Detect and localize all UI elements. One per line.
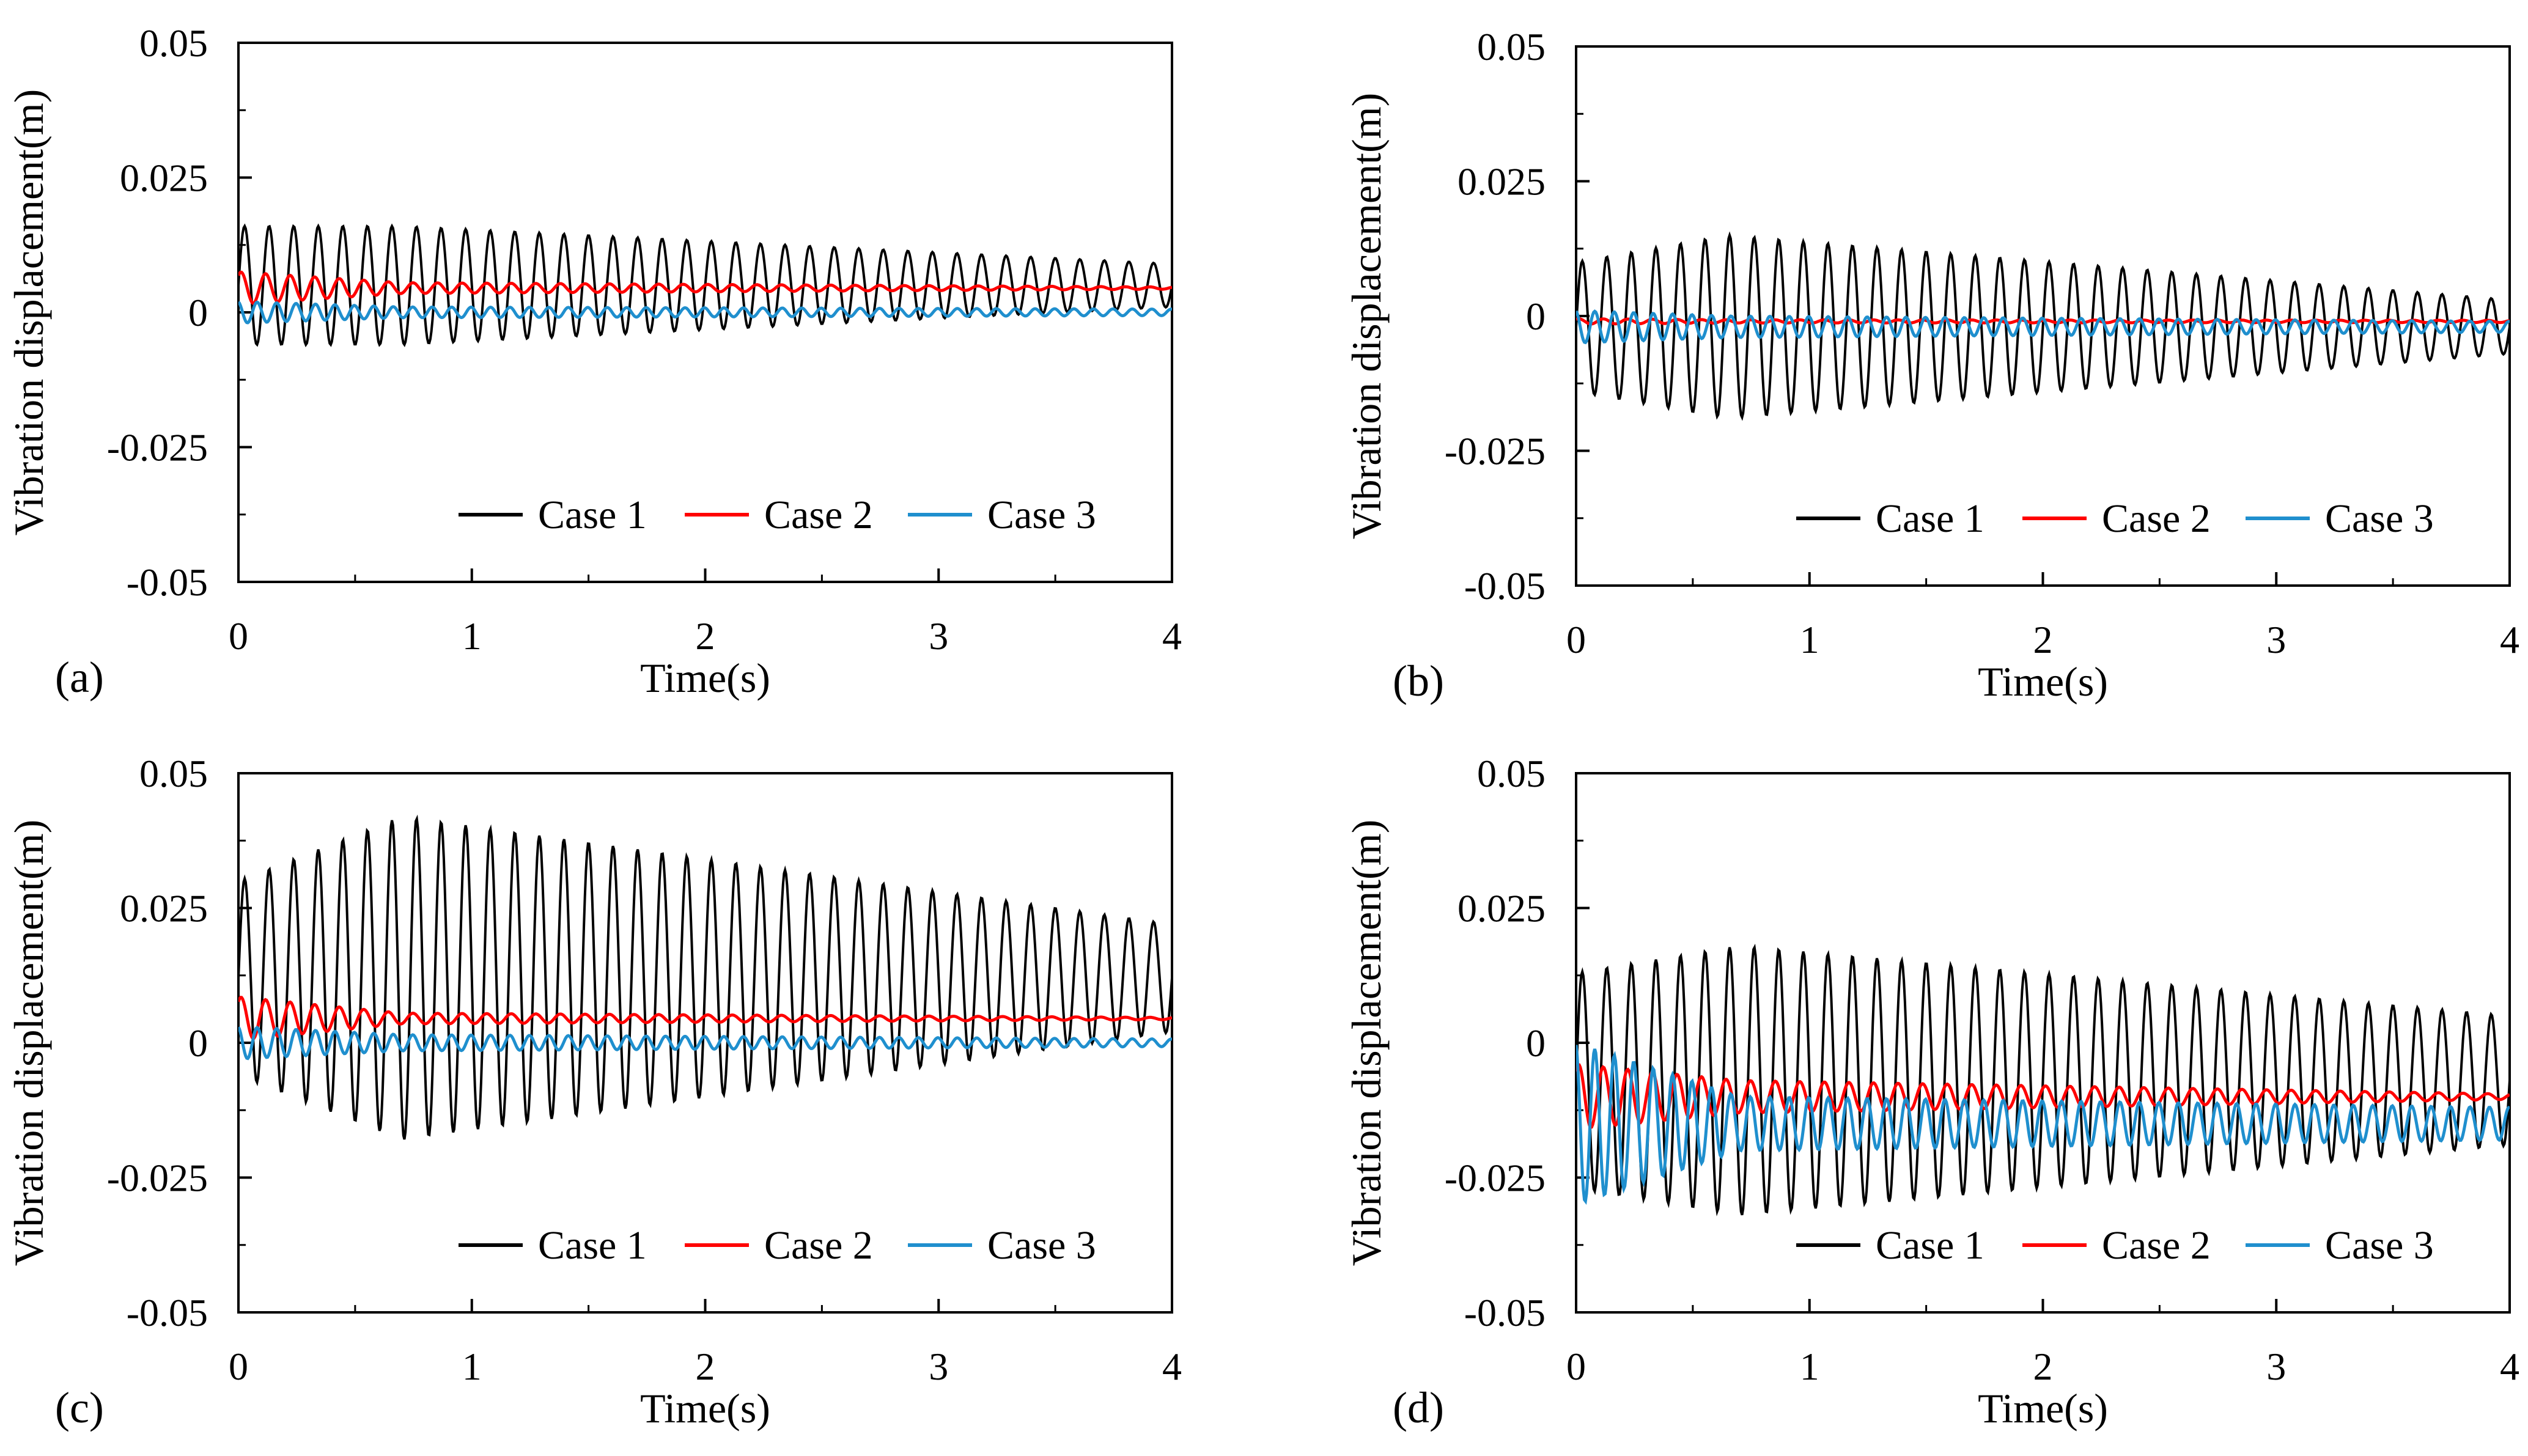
y-tick-label: -0.05 <box>1464 564 1546 608</box>
x-tick-label: 0 <box>1566 618 1586 661</box>
y-tick-label: 0 <box>188 1021 208 1065</box>
x-tick-label: 0 <box>229 614 248 658</box>
x-tick-label: 4 <box>1162 1345 1182 1388</box>
x-tick-label: 1 <box>1800 618 1819 661</box>
legend-label: Case 2 <box>2102 1223 2211 1268</box>
legend-label: Case 3 <box>987 493 1096 537</box>
y-axis-title: Vibration displacement(m) <box>6 820 52 1266</box>
x-tick-label: 1 <box>462 1345 482 1388</box>
y-tick-label: 0.025 <box>120 887 208 930</box>
y-tick-label: 0.05 <box>1477 752 1546 795</box>
series-line-case-3 <box>1576 1045 2510 1205</box>
x-tick-label: 1 <box>1800 1345 1819 1388</box>
y-tick-label: 0 <box>1526 295 1546 338</box>
y-tick-label: 0.025 <box>1457 887 1546 930</box>
panel-label: (a) <box>55 653 104 702</box>
x-tick-label: 4 <box>1162 614 1182 658</box>
x-tick-label: 1 <box>462 614 482 658</box>
x-tick-label: 2 <box>2033 1345 2053 1388</box>
y-tick-label: -0.025 <box>107 1156 208 1200</box>
y-tick-label: -0.025 <box>1445 430 1546 473</box>
y-tick-label: 0 <box>188 291 208 334</box>
x-tick-label: 3 <box>929 1345 948 1388</box>
x-tick-label: 2 <box>2033 618 2053 661</box>
y-tick-label: 0.025 <box>1457 160 1546 204</box>
x-axis-title: Time(s) <box>1978 1385 2108 1432</box>
series-line-case-3 <box>238 1025 1172 1061</box>
x-tick-label: 2 <box>696 1345 715 1388</box>
chart-panel-4: 0.05 0.025 0 -0.025 -0.05 0 1 2 3 4 Time(s) Vibrati… <box>1343 752 2519 1432</box>
legend-label: Case 1 <box>1876 496 1984 541</box>
x-tick-label: 3 <box>2266 1345 2286 1388</box>
y-tick-label: -0.05 <box>1464 1291 1546 1334</box>
chart-panel-3: 0.05 0.025 0 -0.025 -0.05 0 1 2 3 4 Time(s) Vibrati… <box>6 752 1182 1432</box>
x-axis-title: Time(s) <box>640 1385 770 1432</box>
panel-label: (b) <box>1393 656 1444 705</box>
legend-label: Case 2 <box>2102 496 2211 541</box>
panel-label: (c) <box>55 1383 104 1432</box>
legend-label: Case 1 <box>538 493 647 537</box>
x-axis-title: Time(s) <box>640 655 770 701</box>
series-line-case-3 <box>238 300 1172 325</box>
chart-panel-2: 0.05 0.025 0 -0.025 -0.05 0 1 2 3 4 Time(s) Vibrati… <box>1343 25 2519 705</box>
chart-panel-1: 0.05 0.025 0 -0.025 -0.05 0 1 2 3 4 Time(s) Vibrati… <box>6 21 1182 702</box>
y-tick-label: 0.05 <box>1477 25 1546 68</box>
y-axis-title: Vibration displacement(m) <box>1343 93 1390 539</box>
legend-label: Case 1 <box>538 1223 647 1268</box>
series-line-case-2 <box>238 996 1172 1040</box>
legend-label: Case 3 <box>2325 496 2434 541</box>
x-tick-label: 3 <box>929 614 948 658</box>
y-tick-label: -0.025 <box>1445 1156 1546 1200</box>
y-tick-label: 0.05 <box>139 752 208 795</box>
legend-label: Case 2 <box>764 1223 873 1268</box>
y-tick-label: 0.025 <box>120 156 208 200</box>
series-line-case-1 <box>1576 231 2510 421</box>
series-line-case-1 <box>1576 943 2510 1216</box>
x-axis-title: Time(s) <box>1978 658 2108 705</box>
y-tick-label: -0.05 <box>127 1291 208 1334</box>
y-axis-title: Vibration displacement(m) <box>6 89 52 535</box>
x-tick-label: 4 <box>2500 618 2519 661</box>
legend-label: Case 3 <box>987 1223 1096 1268</box>
panel-label: (d) <box>1393 1383 1444 1432</box>
x-tick-label: 4 <box>2500 1345 2519 1388</box>
x-tick-label: 0 <box>229 1345 248 1388</box>
y-tick-label: 0 <box>1526 1021 1546 1065</box>
series-line-case-2 <box>238 270 1172 305</box>
legend-label: Case 1 <box>1876 1223 1984 1268</box>
y-tick-label: -0.025 <box>107 426 208 469</box>
y-tick-label: -0.05 <box>127 561 208 604</box>
series-line-case-1 <box>238 814 1172 1140</box>
y-tick-label: 0.05 <box>139 21 208 65</box>
x-tick-label: 0 <box>1566 1345 1586 1388</box>
series-line-case-3 <box>1576 309 2510 345</box>
x-tick-label: 3 <box>2266 618 2286 661</box>
legend-label: Case 3 <box>2325 1223 2434 1268</box>
y-axis-title: Vibration displacement(m) <box>1343 820 1390 1266</box>
x-tick-label: 2 <box>696 614 715 658</box>
legend-label: Case 2 <box>764 493 873 537</box>
